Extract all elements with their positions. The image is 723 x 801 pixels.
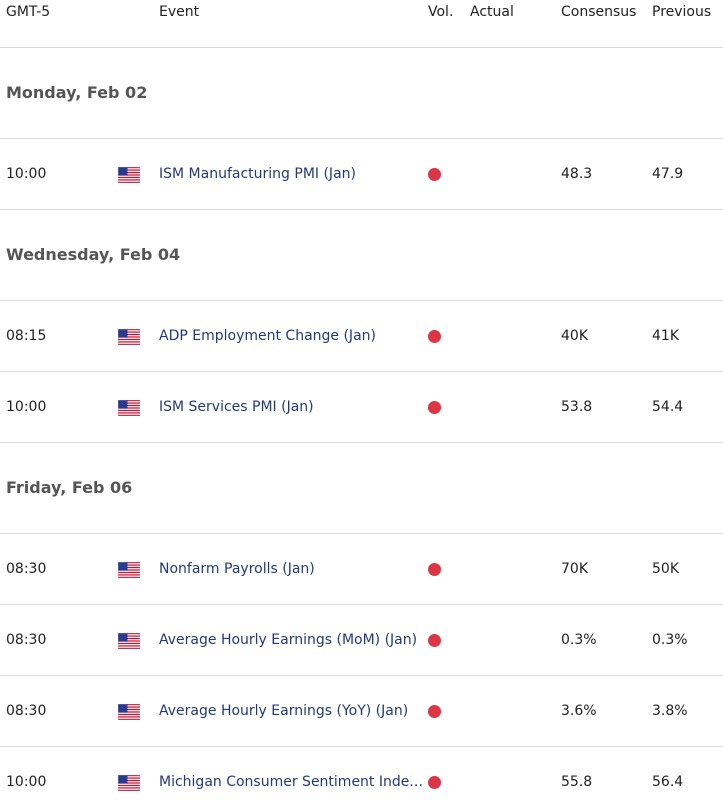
day-label: Friday, Feb 06 [6,478,133,497]
event-consensus: 0.3% [561,632,597,648]
high-volatility-indicator [428,401,441,414]
high-volatility-indicator [428,705,441,718]
event-name[interactable]: ISM Services PMI (Jan) [159,399,314,415]
event-time: 10:00 [6,399,47,415]
event-name[interactable]: Average Hourly Earnings (YoY) (Jan) [159,703,409,719]
event-consensus: 70K [561,561,588,577]
event-time: 08:15 [6,328,47,344]
us-flag-icon [118,704,140,720]
event-column-header: Event [159,4,200,20]
timezone-header[interactable]: GMT-5 [6,4,51,20]
event-previous: 54.4 [652,399,684,415]
event-previous: 47.9 [652,166,684,182]
event-time: 08:30 [6,561,47,577]
event-previous: 50K [652,561,679,577]
event-consensus: 3.6% [561,703,597,719]
high-volatility-indicator [428,330,441,343]
event-consensus: 40K [561,328,588,344]
day-label: Wednesday, Feb 04 [6,245,181,264]
day-header: Wednesday, Feb 04 [0,210,723,301]
event-time: 10:00 [6,166,47,182]
us-flag-icon [118,400,140,416]
previous-column-header: Previous [652,4,712,20]
event-row[interactable]: 10:00 ISM Services PMI (Jan) 53.8 54.4 [0,372,723,443]
event-previous: 3.8% [652,703,688,719]
event-time: 10:00 [6,774,47,790]
event-previous: 56.4 [652,774,684,790]
event-name[interactable]: Average Hourly Earnings (MoM) (Jan) [159,632,418,648]
consensus-column-header: Consensus [561,4,637,20]
event-consensus: 53.8 [561,399,593,415]
event-time: 08:30 [6,632,47,648]
us-flag-icon [118,775,140,791]
actual-column-header: Actual [470,4,514,20]
event-name[interactable]: Nonfarm Payrolls (Jan) [159,561,315,577]
high-volatility-indicator [428,776,441,789]
day-label: Monday, Feb 02 [6,83,148,102]
event-name[interactable]: Michigan Consumer Sentiment Index... [159,774,427,790]
event-name[interactable]: ADP Employment Change (Jan) [159,328,376,344]
event-row[interactable]: 08:15 ADP Employment Change (Jan) 40K 41… [0,301,723,372]
us-flag-icon [118,167,140,183]
high-volatility-indicator [428,634,441,647]
us-flag-icon [118,633,140,649]
high-volatility-indicator [428,563,441,576]
event-row[interactable]: 08:30 Average Hourly Earnings (MoM) (Jan… [0,605,723,676]
table-header: GMT-5 Event Vol. Actual Consensus Previo… [0,0,723,48]
event-name[interactable]: ISM Manufacturing PMI (Jan) [159,166,356,182]
high-volatility-indicator [428,168,441,181]
us-flag-icon [118,329,140,345]
event-consensus: 55.8 [561,774,593,790]
event-row[interactable]: 08:30 Average Hourly Earnings (YoY) (Jan… [0,676,723,747]
day-header: Friday, Feb 06 [0,443,723,534]
event-row[interactable]: 10:00 ISM Manufacturing PMI (Jan) 48.3 4… [0,139,723,210]
event-row[interactable]: 10:00 Michigan Consumer Sentiment Index.… [0,747,723,801]
event-previous: 0.3% [652,632,688,648]
event-previous: 41K [652,328,679,344]
volatility-column-header: Vol. [428,4,454,20]
day-header: Monday, Feb 02 [0,48,723,139]
event-consensus: 48.3 [561,166,593,182]
event-time: 08:30 [6,703,47,719]
us-flag-icon [118,562,140,578]
event-row[interactable]: 08:30 Nonfarm Payrolls (Jan) 70K 50K [0,534,723,605]
